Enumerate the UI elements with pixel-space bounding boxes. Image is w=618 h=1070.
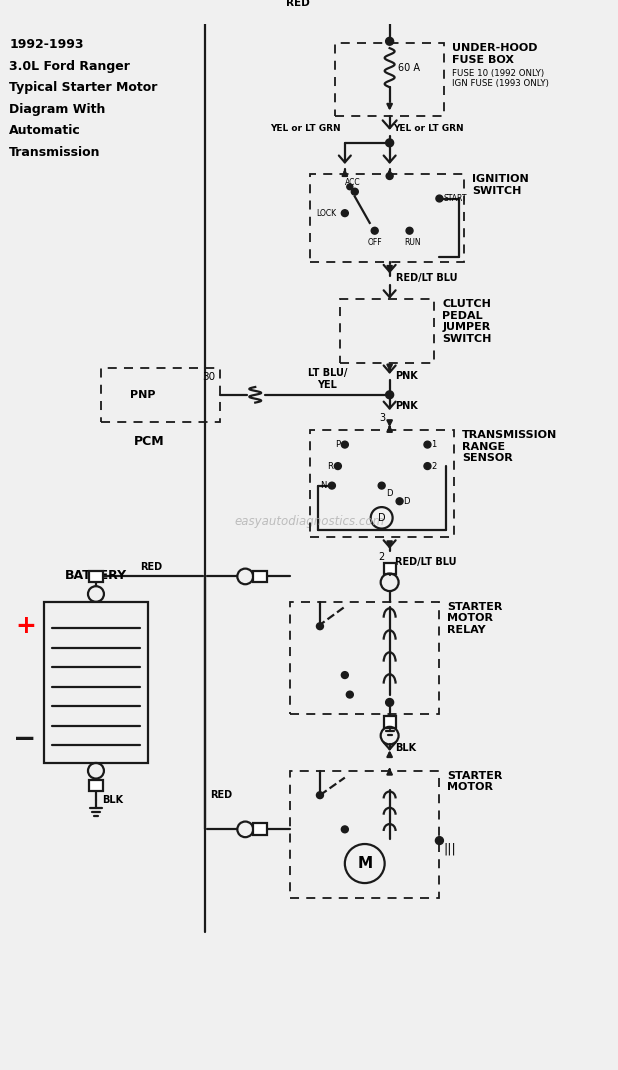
Bar [44,601,148,763]
Circle shape [316,623,323,629]
Circle shape [351,188,358,195]
Text: 2: 2 [378,552,384,562]
Circle shape [334,462,341,470]
Text: LT BLU/
YEL: LT BLU/ YEL [308,368,347,389]
Text: 1992-1993: 1992-1993 [9,39,84,51]
Circle shape [341,441,349,448]
Text: D: D [386,489,392,498]
Text: D: D [404,496,410,506]
Text: STARTER
MOTOR: STARTER MOTOR [447,770,503,793]
Text: RED: RED [286,0,310,9]
Circle shape [347,184,353,189]
Text: Automatic: Automatic [9,124,81,137]
Text: 60 A: 60 A [397,63,420,73]
Circle shape [406,227,413,234]
Bar [290,601,439,714]
Bar [335,43,444,117]
Bar [89,780,103,792]
Bar [310,174,464,262]
Circle shape [386,699,394,706]
Text: 1: 1 [431,440,437,449]
Text: ACC: ACC [345,178,361,187]
Text: P: P [335,440,340,449]
Text: PCM: PCM [133,435,164,448]
Text: START: START [443,194,467,203]
Circle shape [378,483,385,489]
Bar [101,368,221,422]
Bar [340,300,434,363]
Text: M: M [357,856,372,871]
Text: Diagram With: Diagram With [9,103,106,116]
Text: TRANSMISSION
RANGE
SENSOR: TRANSMISSION RANGE SENSOR [462,430,557,463]
Circle shape [346,691,353,698]
Text: YEL or LT GRN: YEL or LT GRN [394,124,464,133]
Text: Typical Starter Motor: Typical Starter Motor [9,81,158,94]
Circle shape [386,172,393,180]
Text: RED: RED [140,562,162,571]
Bar [253,824,267,836]
Circle shape [424,441,431,448]
Circle shape [328,483,336,489]
Bar [384,563,396,575]
Text: 2: 2 [431,461,437,471]
Text: OFF: OFF [367,238,382,246]
Text: N: N [321,482,327,490]
Circle shape [436,837,443,844]
Text: CLUTCH
PEDAL
JUMPER
SWITCH: CLUTCH PEDAL JUMPER SWITCH [442,300,492,343]
Circle shape [386,391,394,399]
Text: UNDER-HOOD
FUSE BOX: UNDER-HOOD FUSE BOX [452,43,538,65]
Text: LOCK: LOCK [317,209,337,217]
Text: 3: 3 [379,413,386,424]
Circle shape [371,227,378,234]
Text: BLK: BLK [102,795,123,806]
Circle shape [386,139,394,147]
Text: RED: RED [211,790,232,800]
Text: +: + [15,614,36,638]
Circle shape [341,826,349,832]
Text: 30: 30 [202,372,216,382]
Circle shape [316,792,323,798]
Bar [310,430,454,537]
Text: IGNITION
SWITCH: IGNITION SWITCH [472,174,529,196]
Text: PNP: PNP [130,389,156,400]
Circle shape [424,462,431,470]
Text: PNK: PNK [396,371,418,381]
Text: BLK: BLK [396,744,417,753]
Text: YEL or LT GRN: YEL or LT GRN [270,124,341,133]
Text: Transmission: Transmission [9,146,101,158]
Bar [89,570,103,582]
Text: RUN: RUN [404,238,421,246]
Text: 3.0L Ford Ranger: 3.0L Ford Ranger [9,60,130,73]
Text: |||: ||| [443,842,456,856]
Circle shape [436,195,443,202]
Bar [290,770,439,898]
Text: −: − [13,724,36,752]
Bar [384,716,396,728]
Circle shape [341,210,349,216]
Text: R: R [327,461,333,471]
Text: D: D [378,513,386,523]
Circle shape [341,672,349,678]
Text: BATTERY: BATTERY [65,569,127,582]
Text: RED/LT BLU: RED/LT BLU [396,273,457,282]
Text: PNK: PNK [396,400,418,411]
Text: RED/LT BLU: RED/LT BLU [395,556,456,567]
Circle shape [396,498,403,505]
Text: STARTER
MOTOR
RELAY: STARTER MOTOR RELAY [447,601,503,635]
Bar [253,570,267,582]
Circle shape [386,37,394,45]
Text: FUSE 10 (1992 ONLY)
IGN FUSE (1993 ONLY): FUSE 10 (1992 ONLY) IGN FUSE (1993 ONLY) [452,68,549,88]
Text: easyautodiagnostics.com: easyautodiagnostics.com [235,516,385,529]
